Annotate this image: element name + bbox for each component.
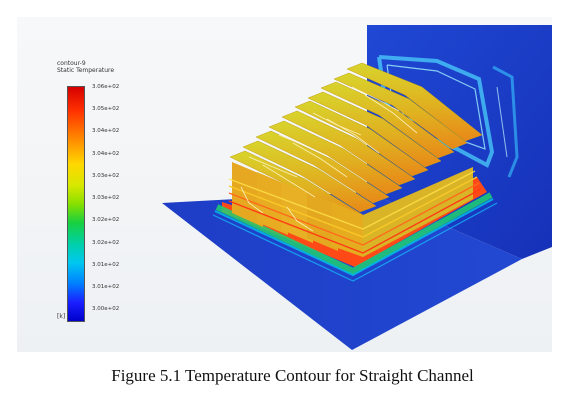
legend-tick: 3.02e+02: [92, 217, 119, 223]
temperature-color-scale: [67, 86, 85, 322]
legend-tick: 3.00e+02: [92, 306, 119, 312]
legend-tick: 3.04e+02: [92, 151, 119, 157]
legend-tick: 3.03e+02: [92, 195, 119, 201]
legend-title-line2: Static Temperature: [57, 67, 114, 74]
legend-tick: 3.05e+02: [92, 106, 119, 112]
legend-tick: 3.06e+02: [92, 84, 119, 90]
legend-tick: 3.03e+02: [92, 173, 119, 179]
figure-caption: Figure 5.1 Temperature Contour for Strai…: [0, 366, 585, 386]
legend-tick: 3.04e+02: [92, 128, 119, 134]
legend-tick: 3.01e+02: [92, 262, 119, 268]
simulation-viewport: contour-9 Static Temperature 3.06e+02 3.…: [17, 17, 552, 352]
legend-tick: 3.02e+02: [92, 240, 119, 246]
legend-tick: 3.01e+02: [92, 284, 119, 290]
legend-unit: [k]: [57, 313, 65, 320]
legend-title-line1: contour-9: [57, 60, 86, 67]
